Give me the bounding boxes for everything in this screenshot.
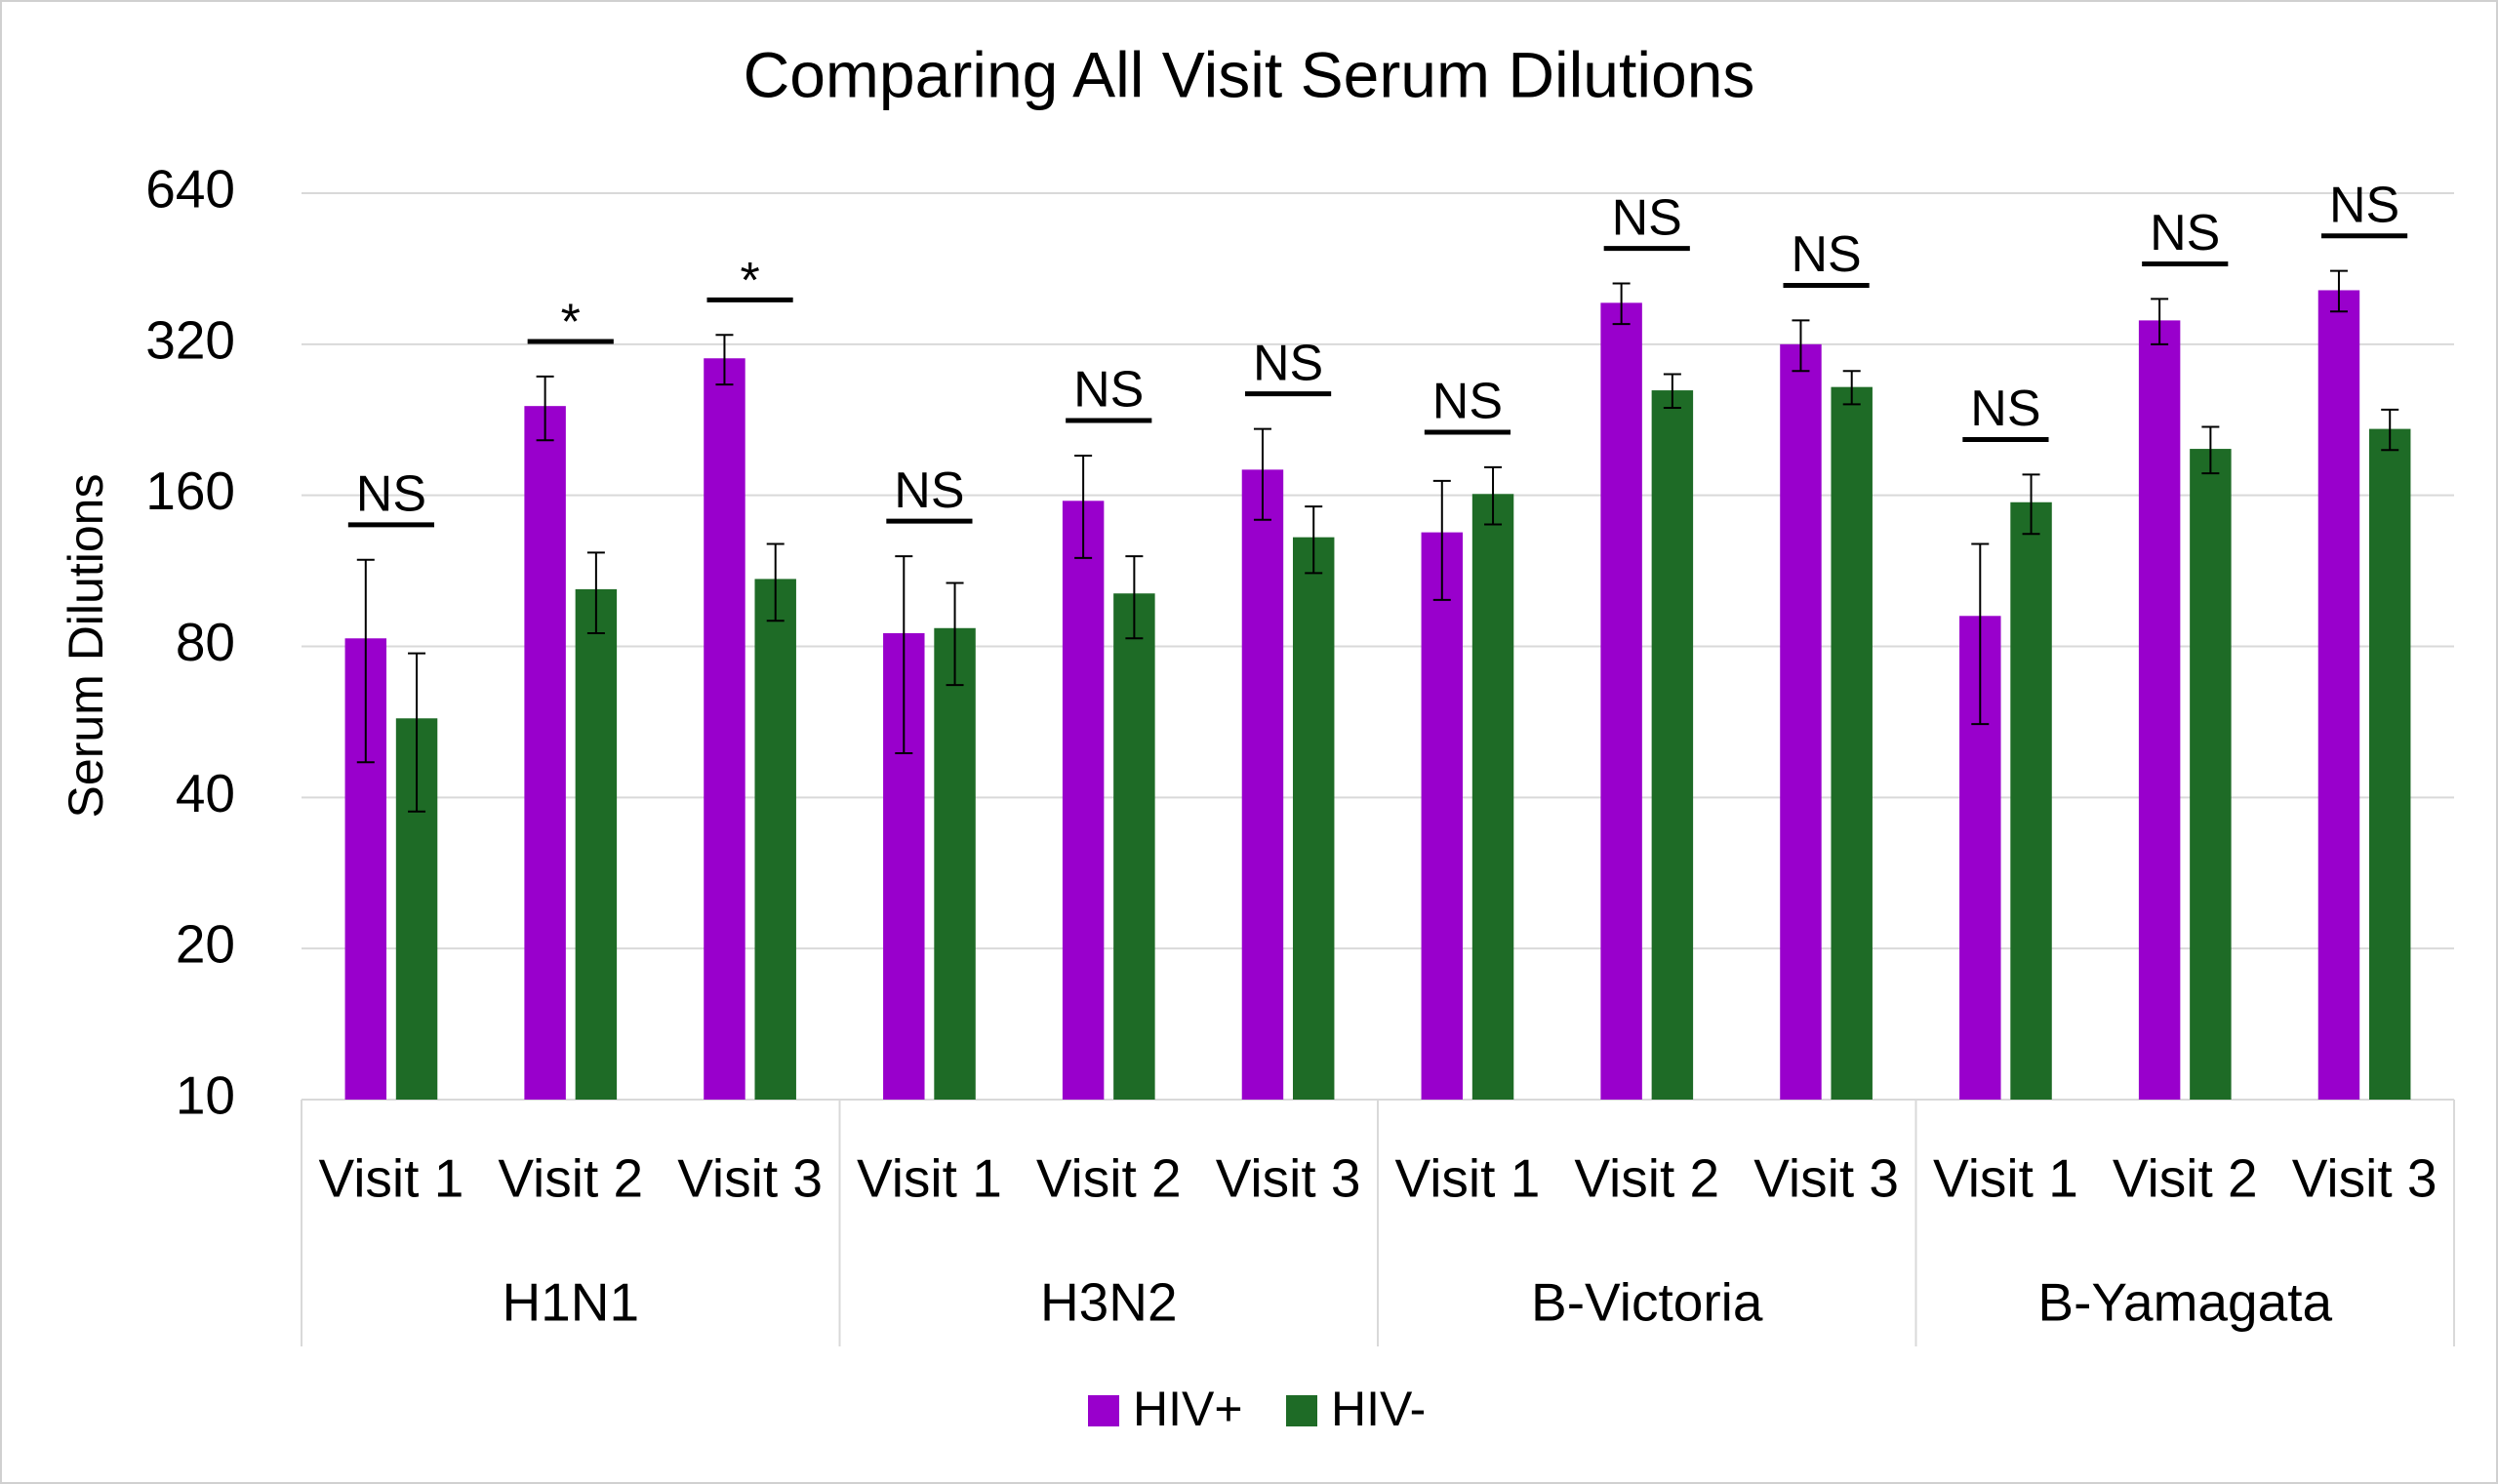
y-tick-label: 20: [176, 914, 235, 975]
chart-title: Comparing All Visit Serum Dilutions: [744, 38, 1755, 110]
bar: [575, 588, 618, 1100]
legend-label: HIV-: [1331, 1382, 1426, 1436]
bar: [2138, 320, 2181, 1100]
y-tick-label: 10: [176, 1065, 235, 1126]
y-tick-label: 640: [145, 159, 235, 220]
group-label: H3N2: [1040, 1272, 1178, 1333]
significance-label: NS: [894, 462, 964, 519]
x-tick-label: Visit 2: [498, 1148, 643, 1209]
legend-swatch: [1088, 1395, 1119, 1426]
bar: [1421, 532, 1464, 1100]
significance-label: NS: [356, 466, 426, 523]
significance-label: NS: [2329, 177, 2399, 233]
legend-swatch: [1286, 1395, 1317, 1426]
x-tick-label: Visit 3: [1216, 1148, 1361, 1209]
y-tick-label: 40: [176, 763, 235, 823]
bar: [1471, 494, 1514, 1100]
y-tick-label: 160: [145, 461, 235, 521]
y-tick-label: 320: [145, 309, 235, 370]
group-label: B-Victoria: [1531, 1272, 1763, 1333]
x-tick-label: Visit 3: [2292, 1148, 2438, 1209]
y-axis-label: Serum Dilutions: [59, 474, 113, 819]
group-label: B-Yamagata: [2037, 1272, 2332, 1333]
significance-label: NS: [1970, 381, 2040, 437]
bar: [1651, 390, 1694, 1100]
bar: [934, 627, 976, 1100]
significance-label: NS: [2150, 205, 2220, 261]
legend-label: HIV+: [1133, 1382, 1243, 1436]
bar: [1780, 343, 1822, 1100]
significance-label: NS: [1791, 226, 1861, 283]
significance-label: *: [561, 295, 581, 351]
x-tick-label: Visit 1: [1933, 1148, 2078, 1209]
group-label: H1N1: [502, 1272, 639, 1333]
bar: [1600, 302, 1642, 1100]
x-tick-label: Visit 3: [1753, 1148, 1899, 1209]
significance-label: NS: [1253, 335, 1323, 391]
x-tick-label: Visit 2: [1036, 1148, 1182, 1209]
significance-label: NS: [1612, 189, 1682, 246]
x-tick-label: Visit 1: [857, 1148, 1002, 1209]
bar: [1113, 593, 1155, 1100]
bar: [2368, 428, 2411, 1100]
bar: [1831, 386, 1873, 1100]
bar: [1062, 501, 1105, 1100]
bar: [704, 358, 745, 1101]
x-tick-label: Visit 2: [2113, 1148, 2258, 1209]
x-tick-label: Visit 3: [677, 1148, 823, 1209]
significance-label: NS: [1432, 374, 1503, 430]
significance-label: *: [740, 253, 759, 309]
significance-label: NS: [1073, 362, 1144, 419]
bar: [524, 406, 566, 1101]
x-tick-label: Visit 2: [1574, 1148, 1719, 1209]
bar: [2010, 501, 2052, 1100]
bar: [2190, 449, 2232, 1100]
bar: [1292, 537, 1335, 1100]
x-tick-label: Visit 1: [319, 1148, 464, 1209]
bar: [754, 579, 796, 1100]
bar: [2317, 290, 2360, 1100]
bar: [1241, 469, 1284, 1101]
y-tick-label: 80: [176, 612, 235, 672]
x-tick-label: Visit 1: [1395, 1148, 1541, 1209]
